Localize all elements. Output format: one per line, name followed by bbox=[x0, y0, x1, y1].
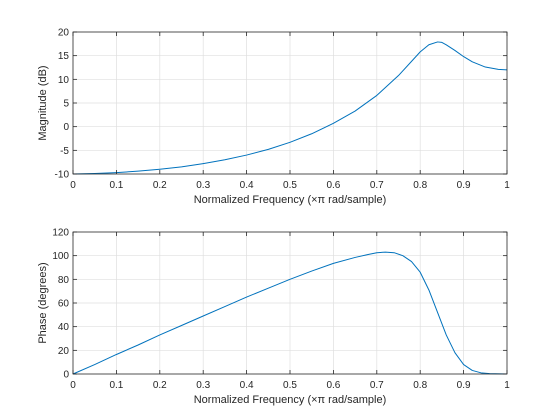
x-axis-label: Normalized Frequency (×π rad/sample) bbox=[194, 394, 387, 406]
x-tick-label: 0.3 bbox=[196, 180, 210, 191]
x-tick-label: 0.6 bbox=[326, 380, 340, 391]
grid bbox=[73, 32, 507, 174]
y-axis-label: Phase (degrees) bbox=[37, 262, 49, 343]
y-axis-label: Magnitude (dB) bbox=[37, 65, 49, 140]
x-tick-label: 0.1 bbox=[109, 180, 123, 191]
x-tick-label: 0.7 bbox=[370, 180, 384, 191]
y-tick-label: 0 bbox=[63, 122, 69, 133]
ticks bbox=[72, 31, 508, 175]
y-tick-label: 15 bbox=[58, 51, 70, 62]
y-tick-label: 10 bbox=[58, 75, 70, 86]
y-tick-label: 20 bbox=[58, 346, 70, 357]
x-tick-label: 0.5 bbox=[283, 180, 297, 191]
y-tick-label: 40 bbox=[58, 322, 70, 333]
x-tick-label: 0.2 bbox=[153, 180, 167, 191]
x-tick-label: 0.7 bbox=[370, 380, 384, 391]
y-tick-label: 20 bbox=[58, 28, 70, 39]
series-line bbox=[72, 41, 508, 175]
axes-phase: 0 0.1 0.2 0.3 0.4 0.5 0.6 0.7 0.8 0.9 1 0 20 40 60 80 10… bbox=[37, 228, 510, 407]
ticks bbox=[72, 231, 508, 375]
x-axis-label: Normalized Frequency (×π rad/sample) bbox=[194, 194, 387, 206]
x-tick-label: 0 bbox=[70, 180, 76, 191]
x-tick-label: 0.8 bbox=[413, 380, 427, 391]
y-tick-label: 120 bbox=[52, 228, 69, 239]
x-tick-label: 0.4 bbox=[240, 380, 254, 391]
y-tick-label: 100 bbox=[52, 251, 69, 262]
x-tick-label: 0.4 bbox=[240, 180, 254, 191]
y-tick-label: 0 bbox=[63, 370, 69, 381]
axes-magnitude: 0 0.1 0.2 0.3 0.4 0.5 0.6 0.7 0.8 0.9 1 -10 -5 0 5 10 15… bbox=[37, 28, 510, 207]
x-tick-label: 0.6 bbox=[326, 180, 340, 191]
x-tick-label: 0.9 bbox=[457, 180, 471, 191]
y-tick-label: -5 bbox=[60, 146, 69, 157]
y-tick-label: 80 bbox=[58, 275, 70, 286]
x-tick-label: 0.3 bbox=[196, 380, 210, 391]
axes-container: 0 0.1 0.2 0.3 0.4 0.5 0.6 0.7 0.8 0.9 1-10-5051015… bbox=[37, 28, 510, 407]
y-tick-label: 60 bbox=[58, 299, 70, 310]
x-tick-label: 0.1 bbox=[109, 380, 123, 391]
x-tick-label: 0.8 bbox=[413, 180, 427, 191]
y-tick-label: 5 bbox=[63, 99, 69, 110]
x-tick-label: 1 bbox=[504, 380, 510, 391]
series-line bbox=[72, 251, 508, 375]
x-tick-label: 0.2 bbox=[153, 380, 167, 391]
x-tick-label: 0.5 bbox=[283, 380, 297, 391]
x-tick-label: 0 bbox=[70, 380, 76, 391]
y-tick-label: -10 bbox=[55, 170, 70, 181]
x-tick-label: 1 bbox=[504, 180, 510, 191]
x-tick-label: 0.9 bbox=[457, 380, 471, 391]
